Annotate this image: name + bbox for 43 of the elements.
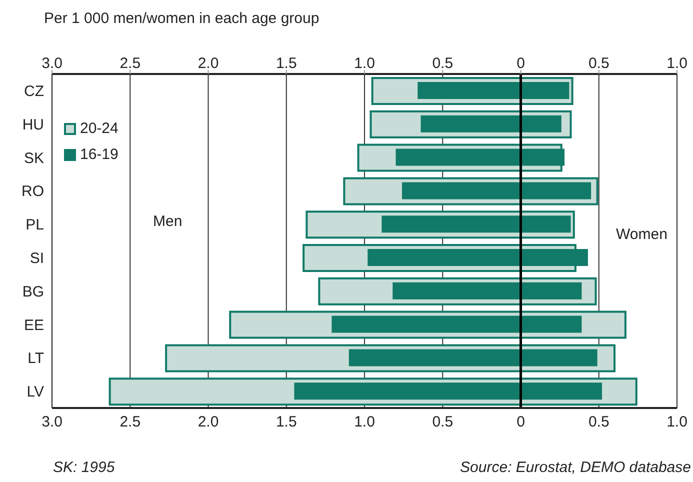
y-tick-label: RO (22, 183, 44, 200)
bar (418, 82, 570, 99)
y-tick-label: LT (28, 350, 44, 368)
x-tick-label: 2.5 (120, 55, 141, 72)
y-tick-label: PL (26, 216, 44, 234)
legend-label: 16-19 (80, 146, 118, 163)
bar (332, 316, 582, 333)
x-tick-label: 2.0 (198, 55, 219, 72)
x-tick-label: 0.5 (588, 55, 610, 72)
chart-title: Per 1 000 men/women in each age group (44, 10, 320, 27)
annotation: Women (616, 226, 668, 243)
y-tick-label: LV (26, 384, 44, 401)
bar (402, 182, 592, 200)
x-tick-label: 0 (516, 55, 525, 72)
text: SK: 1995 (53, 459, 115, 476)
y-tick-label: SK (24, 150, 44, 167)
x-tick-label: 1.5 (276, 55, 297, 72)
x2-tick-label: 1.0 (354, 414, 375, 431)
x2-tick-label: 0.5 (588, 414, 610, 431)
x2-tick-label: 1.0 (666, 414, 688, 431)
x2-tick-label: 2.5 (120, 414, 141, 431)
bar (420, 115, 562, 132)
x2-tick-label: 3.0 (42, 414, 62, 431)
y-tick-label: BG (22, 283, 44, 300)
x2-tick-label: 0 (516, 414, 525, 431)
legend-label: 20-24 (80, 120, 118, 137)
x-tick-label: 1.0 (666, 55, 688, 72)
x2-tick-label: 1.5 (276, 414, 297, 431)
x2-tick-label: 0.5 (432, 414, 454, 431)
y-tick-label: CZ (24, 83, 44, 100)
bar (294, 382, 602, 400)
source-note: Source: Eurostat, DEMO database (460, 459, 691, 476)
bar (348, 349, 598, 366)
bar (382, 216, 571, 233)
x-tick-label: 1.0 (354, 55, 375, 72)
x-tick-label: 0.5 (432, 55, 454, 72)
annotation: Men (153, 213, 182, 230)
x2-tick-label: 2.0 (198, 414, 219, 431)
y-tick-label: EE (24, 316, 44, 334)
bar (392, 282, 582, 300)
y-tick-label: SI (30, 250, 44, 268)
y-tick-label: HU (22, 116, 44, 134)
x-tick-label: 3.0 (42, 55, 62, 72)
